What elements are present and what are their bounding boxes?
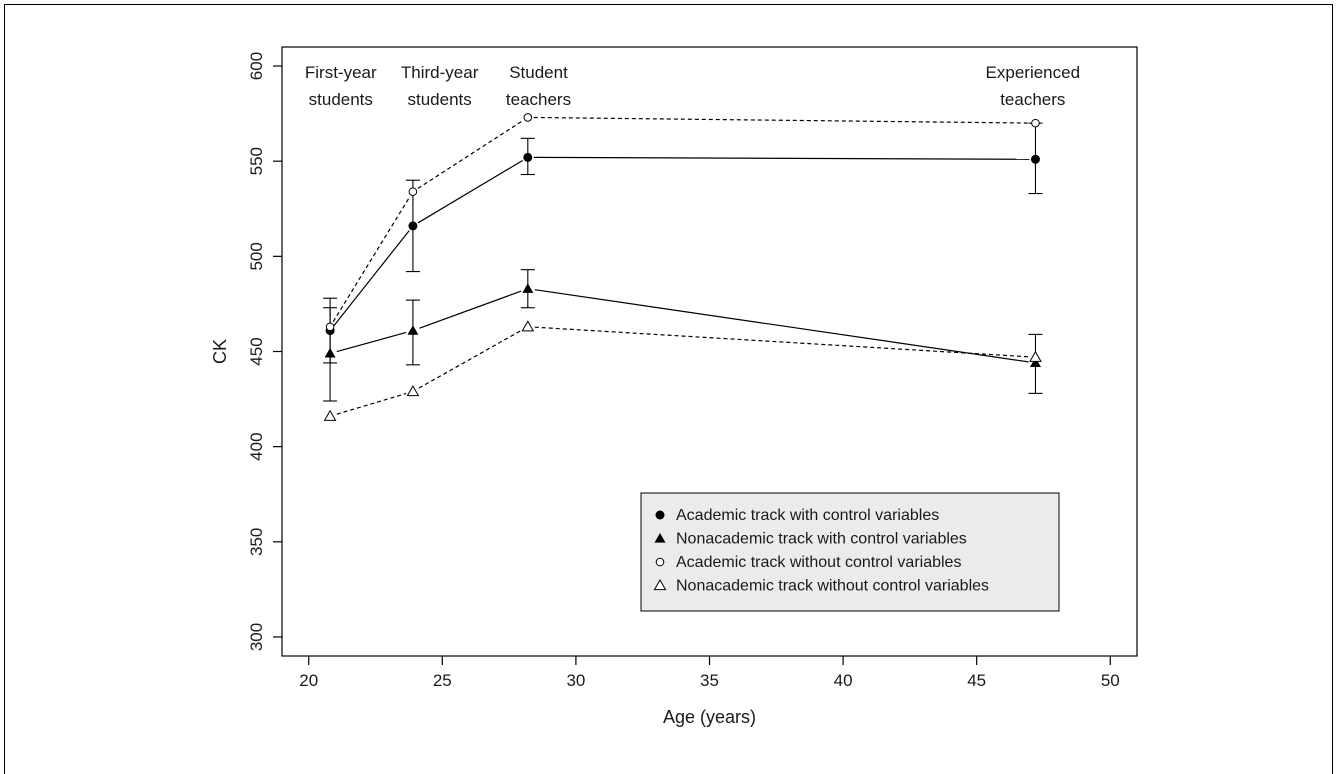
legend-box bbox=[640, 492, 1060, 612]
phase-labels: First-year students Third-year students Stud… bbox=[305, 63, 1080, 109]
series-line-segment bbox=[332, 196, 411, 322]
data-point bbox=[521, 320, 535, 332]
x-tick-label: 40 bbox=[834, 671, 853, 690]
data-point bbox=[523, 113, 533, 122]
series-line-segment bbox=[417, 120, 524, 189]
legend-marker bbox=[654, 533, 666, 543]
series-line-segment bbox=[533, 116, 1030, 124]
phase-label: teachers bbox=[506, 90, 571, 109]
x-tick-label: 35 bbox=[700, 671, 719, 690]
phase-label: students bbox=[309, 90, 373, 109]
x-tick-label: 50 bbox=[1101, 671, 1120, 690]
x-tick-label: 45 bbox=[967, 671, 986, 690]
series-1 bbox=[323, 122, 1043, 364]
y-tick-label: 350 bbox=[247, 528, 266, 556]
y-tick-label: 450 bbox=[247, 337, 266, 365]
phase-label: teachers bbox=[1000, 90, 1065, 109]
phase-label: First-year bbox=[305, 63, 377, 82]
legend-marker bbox=[655, 510, 665, 520]
legend-label: Academic track with control variables bbox=[676, 507, 939, 524]
x-tick-label: 20 bbox=[299, 671, 318, 690]
series-line-segment bbox=[534, 289, 1029, 363]
series-line-segment bbox=[417, 159, 523, 224]
series-line-segment bbox=[333, 230, 410, 327]
phase-label: Experienced bbox=[986, 63, 1081, 82]
legend-label: Nonacademic track with control variables bbox=[676, 531, 967, 548]
axes: 20 25 30 35 40 45 50 300 350 400 450 500 550 600 Age (… bbox=[210, 46, 1138, 727]
data-point bbox=[1030, 154, 1040, 164]
phase-label: students bbox=[408, 90, 472, 109]
legend-label: Academic track without control variables bbox=[676, 554, 961, 571]
phase-label: Third-year bbox=[401, 63, 479, 82]
series-line-segment bbox=[418, 329, 523, 389]
data-point bbox=[325, 322, 335, 332]
series-4 bbox=[323, 320, 1042, 421]
series-line-segment bbox=[534, 326, 1029, 358]
y-tick-label: 300 bbox=[247, 623, 266, 651]
legend: Academic track with control variables Non… bbox=[640, 492, 1060, 612]
x-axis-title: Age (years) bbox=[663, 707, 756, 727]
data-point bbox=[522, 283, 534, 293]
series-3 bbox=[325, 113, 1040, 332]
series-line-segment bbox=[533, 156, 1030, 160]
series-line-segment bbox=[336, 331, 407, 353]
legend-marker bbox=[653, 578, 667, 591]
data-point bbox=[408, 187, 418, 196]
data-point bbox=[324, 347, 336, 358]
series-2 bbox=[323, 269, 1043, 402]
y-tick-label: 550 bbox=[247, 147, 266, 175]
figure-frame bbox=[4, 4, 1333, 774]
data-point bbox=[408, 221, 418, 231]
data-point bbox=[1029, 350, 1042, 362]
legend-label: Nonacademic track without control variab… bbox=[676, 578, 989, 595]
data-point bbox=[406, 384, 420, 397]
data-point bbox=[523, 152, 533, 162]
y-axis-title: CK bbox=[210, 339, 230, 364]
legend-marker bbox=[655, 557, 665, 567]
data-point bbox=[1029, 357, 1041, 368]
x-tick-label: 30 bbox=[566, 671, 585, 690]
x-tick-label: 25 bbox=[433, 671, 452, 690]
y-tick-label: 600 bbox=[247, 52, 266, 80]
phase-label: Student bbox=[509, 63, 568, 82]
data-point bbox=[407, 325, 419, 335]
series-line-segment bbox=[336, 392, 407, 415]
y-tick-label: 400 bbox=[247, 432, 266, 460]
series-line-segment bbox=[419, 290, 522, 329]
y-tick-label: 500 bbox=[247, 242, 266, 270]
data-point bbox=[323, 409, 337, 421]
series-layer bbox=[323, 113, 1043, 421]
data-point bbox=[1031, 118, 1040, 128]
